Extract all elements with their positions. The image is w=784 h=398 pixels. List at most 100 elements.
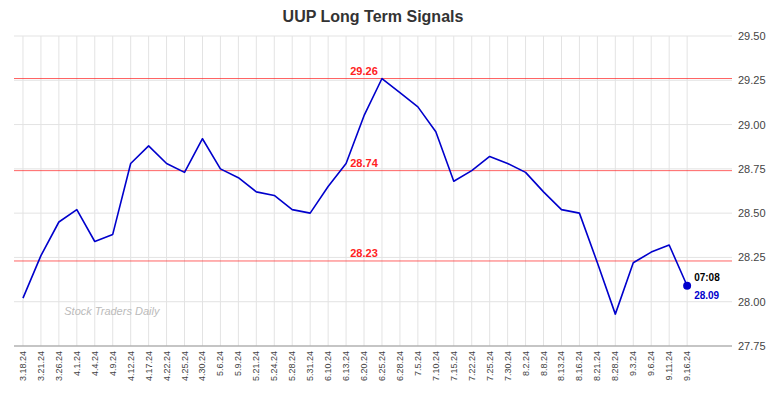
end-label-price: 28.09 [694,290,719,301]
x-tick-label: 6.13.24 [341,351,351,381]
grid-line-y [14,301,732,302]
reference-line [14,260,732,261]
y-tick-label: 28.25 [738,251,766,263]
reference-label: 28.74 [350,157,378,169]
grid-line-x [453,36,454,346]
grid-line-y [14,124,732,125]
grid-line-x [220,36,221,346]
grid-line-x [292,36,293,346]
x-tick-label: 4.17.24 [144,351,154,381]
x-tick-label: 5.9.24 [233,351,243,376]
x-tick-label: 4.22.24 [162,351,172,381]
x-tick-label: 7.25.24 [485,351,495,381]
grid-line-x [669,36,670,346]
grid-line-x [507,36,508,346]
x-tick-label: 5.21.24 [251,351,261,381]
grid-line-x [615,36,616,346]
x-tick-label: 5.31.24 [305,351,315,381]
grid-line-x [525,36,526,346]
end-label-time: 07:08 [694,272,720,283]
title: UUP Long Term Signals [283,8,464,25]
reference-line [14,170,732,171]
x-tick-label: 5.28.24 [287,351,297,381]
x-tick-label: 8.21.24 [592,351,602,381]
reference-label: 29.26 [350,65,378,77]
grid-line-x [184,36,185,346]
grid-line-x [579,36,580,346]
x-tick-label: 3.18.24 [18,351,28,381]
x-tick-label: 9.3.24 [628,351,638,376]
grid-line-x [22,36,23,346]
x-tick-label: 6.25.24 [377,351,387,381]
data [23,79,691,315]
x-tick-label: 7.15.24 [449,351,459,381]
grid-line-x [130,36,131,346]
reference-line [14,78,732,79]
x-tick-label: 4.25.24 [180,351,190,381]
x-tick-label: 4.9.24 [108,351,118,376]
grid-line-x [166,36,167,346]
y-tick-label: 27.75 [738,340,766,352]
grid-line-x [40,36,41,346]
grid-line-x [687,36,688,346]
x-tick-label: 8.16.24 [574,351,584,381]
grid-line-x [435,36,436,346]
grid-line-x [94,36,95,346]
x-tick-label: 9.16.24 [682,351,692,381]
y-tick-label: 28.50 [738,207,766,219]
x-tick-label: 7.5.24 [413,351,423,376]
x-tick-label: 6.28.24 [395,351,405,381]
x-tick-label: 4.12.24 [126,351,136,381]
x-tick-label: 4.1.24 [72,351,82,376]
watermark: Stock Traders Daily [64,305,161,317]
x-tick-label: 7.10.24 [431,351,441,381]
grid-line-x [633,36,634,346]
x-tick-label: 6.20.24 [359,351,369,381]
reference-label: 28.23 [350,247,378,259]
grid-line-x [399,36,400,346]
grid-line-x [381,36,382,346]
grid-line-x [364,36,365,346]
grid-line-y [14,213,732,214]
grid-line-x [328,36,329,346]
grid-line-x [417,36,418,346]
grid-line-x [202,36,203,346]
x-tick-label: 5.24.24 [269,351,279,381]
grid-line-x [76,36,77,346]
x-tick-label: 5.6.24 [215,351,225,376]
grid-line-x [471,36,472,346]
x-tick-label: 7.22.24 [467,351,477,381]
grid-line-x [238,36,239,346]
grid-line-x [346,36,347,346]
x-tick-label: 9.11.24 [664,351,674,380]
x-axis [14,346,732,347]
x-tick-label: 7.30.24 [503,351,513,381]
x-tick-label: 3.26.24 [54,351,64,381]
chart: UUP Long Term Signals 27.75 28.00 28.25 28.5… [0,0,784,398]
x-tick-label: 3.21.24 [36,351,46,381]
x-tick-label: 8.8.24 [539,351,549,376]
grid-line-y [14,80,732,81]
grid-line-x [112,36,113,346]
grid [14,36,732,346]
line [23,79,687,315]
grid-line-x [274,36,275,346]
grid-line-y [14,346,732,347]
x-tick-label: 9.6.24 [646,351,656,376]
x-tick-label: 4.4.24 [90,351,100,376]
y-tick-label: 29.00 [738,119,766,131]
y-tick-label: 28.75 [738,163,766,175]
y-tick-label: 28.00 [738,296,766,308]
y-tick-label: 29.50 [738,30,766,42]
x-tick-label: 8.28.24 [610,351,620,381]
grid-line-x [651,36,652,346]
x-tick-label: 8.13.24 [556,351,566,381]
grid-line-x [148,36,149,346]
x-tick-label: 6.10.24 [323,351,333,381]
end-dot [683,282,691,290]
grid-line-y [14,36,732,37]
grid-line-x [561,36,562,346]
grid-line-x [489,36,490,346]
grid-line-x [597,36,598,346]
grid-line-x [310,36,311,346]
